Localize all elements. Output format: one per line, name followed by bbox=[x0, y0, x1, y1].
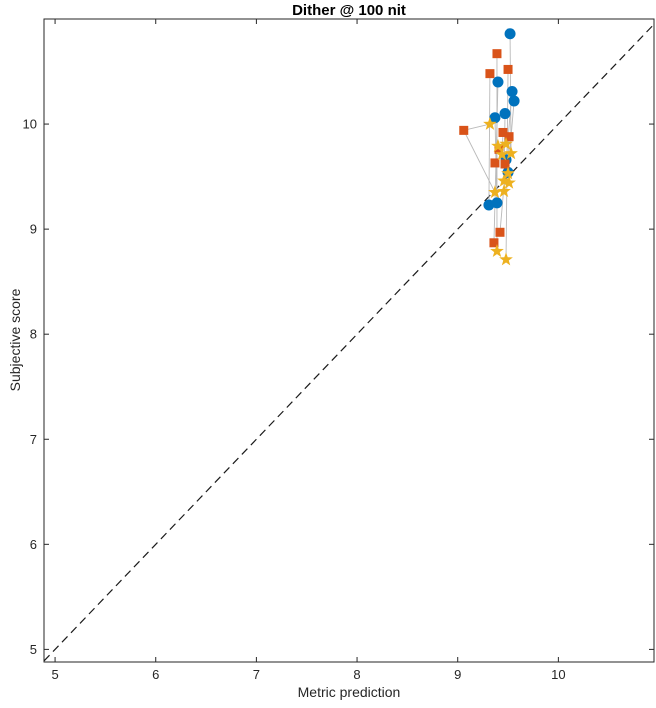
axes-box bbox=[43, 18, 655, 663]
y-tick-label: 8 bbox=[30, 327, 37, 342]
x-axis-label: Metric prediction bbox=[297, 684, 401, 700]
data-point-circle bbox=[489, 112, 501, 124]
data-point-square bbox=[492, 49, 502, 59]
data-point-circle bbox=[508, 95, 520, 107]
data-point-star bbox=[491, 138, 505, 152]
data-point-star bbox=[497, 184, 511, 198]
data-point-star bbox=[499, 252, 513, 266]
x-tick-label: 7 bbox=[253, 667, 260, 682]
y-tick-label: 9 bbox=[30, 222, 37, 237]
link-line bbox=[488, 73, 491, 205]
data-point-circle bbox=[504, 28, 516, 40]
data-point-circle bbox=[483, 199, 495, 211]
data-point-star bbox=[488, 185, 502, 199]
data-point-star bbox=[499, 136, 513, 150]
identity-line bbox=[43, 23, 655, 662]
x-tick-label: 6 bbox=[152, 667, 159, 682]
data-point-square bbox=[489, 238, 499, 248]
data-point-circle bbox=[492, 76, 504, 88]
data-point-circle bbox=[499, 108, 511, 120]
x-tick-label: 9 bbox=[454, 667, 461, 682]
data-point-star bbox=[497, 173, 511, 187]
data-point-square bbox=[504, 132, 514, 142]
link-line bbox=[463, 130, 496, 193]
data-point-square bbox=[495, 227, 505, 237]
data-point-square bbox=[459, 125, 469, 135]
data-point-star bbox=[495, 147, 509, 161]
x-tick-label: 10 bbox=[551, 667, 565, 682]
y-axis-label: Subjective score bbox=[7, 288, 23, 392]
y-tick-label: 7 bbox=[30, 432, 37, 447]
data-point-star bbox=[502, 175, 516, 189]
data-point-square bbox=[500, 159, 510, 169]
y-tick-label: 10 bbox=[23, 117, 37, 132]
data-point-star bbox=[501, 166, 515, 180]
data-point-star bbox=[483, 116, 497, 130]
data-point-star bbox=[490, 243, 504, 258]
data-point-square bbox=[498, 127, 508, 137]
data-point-square bbox=[490, 158, 500, 168]
y-tick-label: 5 bbox=[30, 642, 37, 657]
data-point-circle bbox=[506, 85, 518, 97]
data-point-star bbox=[504, 146, 518, 160]
chart-title: Dither @ 100 nit bbox=[292, 2, 406, 19]
data-point-square bbox=[485, 69, 495, 79]
x-tick-label: 8 bbox=[353, 667, 360, 682]
x-tick-label: 5 bbox=[51, 667, 58, 682]
y-tick-label: 6 bbox=[30, 537, 37, 552]
data-point-square bbox=[503, 64, 513, 74]
